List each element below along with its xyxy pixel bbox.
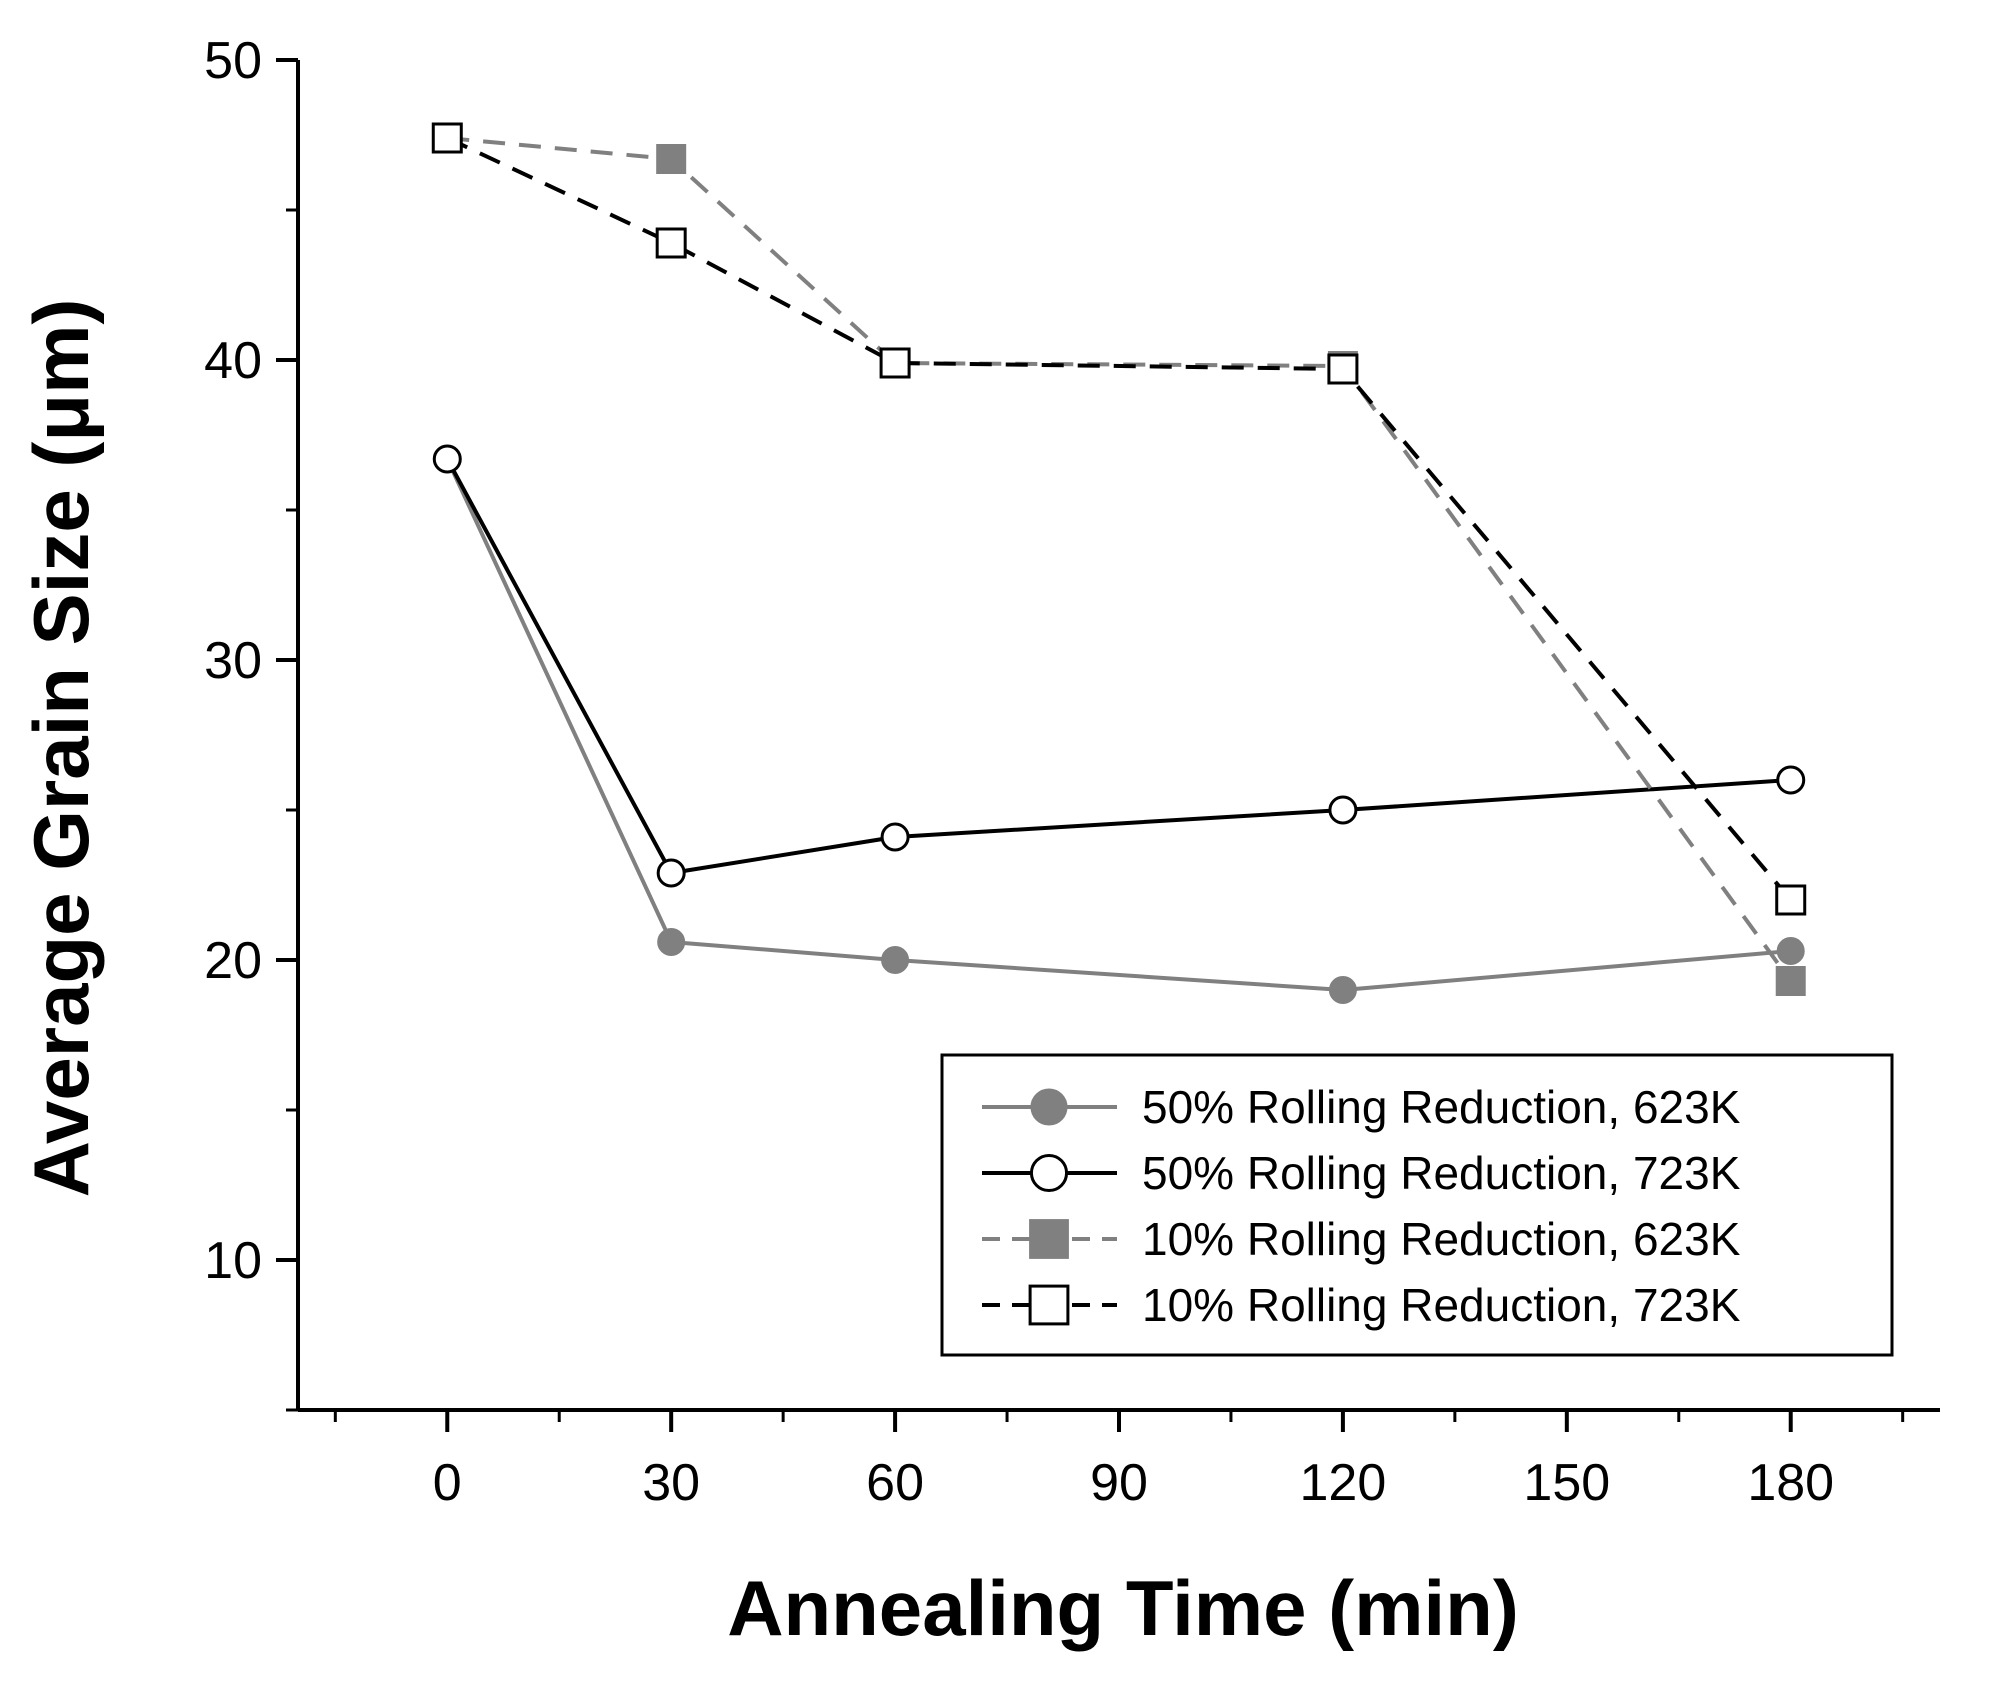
y-tick-label: 10 <box>204 1232 262 1290</box>
legend-marker-50-723k <box>1029 1153 1069 1193</box>
x-tick-label: 30 <box>642 1454 700 1512</box>
series-line-10-723k <box>446 136 1793 902</box>
x-tick-label: 90 <box>1090 1454 1148 1512</box>
axes: 10 20 30 40 50 0 30 60 90 120 150 180 <box>204 32 1940 1512</box>
data-point-10-623k <box>656 144 687 174</box>
data-point-10-723k <box>879 347 911 379</box>
series-layer <box>445 136 1793 992</box>
data-point-50-723k <box>1776 765 1806 795</box>
y-tick-label: 40 <box>204 332 262 390</box>
x-tick-label: 60 <box>866 1454 924 1512</box>
legend-label-50-723k: 50% Rolling Reduction, 723K <box>1142 1147 1741 1199</box>
data-point-50-623k <box>1776 937 1805 965</box>
markers-layer <box>431 122 1807 1004</box>
y-axis-title: Average Grain Size (μm) <box>17 299 105 1198</box>
legend-label-10-623k: 10% Rolling Reduction, 623K <box>1142 1213 1741 1265</box>
legend: 50% Rolling Reduction, 623K 50% Rolling R… <box>940 1053 1894 1357</box>
data-point-50-623k <box>657 928 686 956</box>
series-line-50-723k <box>445 458 1791 875</box>
legend-marker-10-723k <box>1028 1284 1070 1326</box>
x-tick-label: 180 <box>1747 1454 1834 1512</box>
data-point-50-723k <box>656 858 686 888</box>
y-tick-label: 50 <box>204 32 262 90</box>
data-point-50-623k <box>1328 976 1357 1004</box>
data-point-50-623k <box>881 946 910 974</box>
legend-marker-10-623k <box>1029 1219 1069 1259</box>
data-point-10-723k <box>655 227 687 259</box>
legend-label-50-623k: 50% Rolling Reduction, 623K <box>1142 1081 1741 1133</box>
data-point-50-723k <box>432 444 462 474</box>
legend-marker-50-623k <box>1030 1088 1068 1126</box>
series-line-10-623k <box>447 136 1793 983</box>
data-point-50-723k <box>1328 795 1358 825</box>
series-line-50-623k <box>445 458 1791 992</box>
x-tick-label: 120 <box>1300 1454 1387 1512</box>
data-point-10-723k <box>1327 353 1359 385</box>
legend-label-10-723k: 10% Rolling Reduction, 723K <box>1142 1279 1741 1331</box>
x-tick-label: 150 <box>1523 1454 1610 1512</box>
y-tick-label: 20 <box>204 932 262 990</box>
x-tick-label: 0 <box>433 1454 462 1512</box>
y-tick-label: 30 <box>204 632 262 690</box>
data-point-10-723k <box>431 122 463 154</box>
data-point-10-623k <box>1775 966 1806 996</box>
x-axis-title: Annealing Time (min) <box>727 1564 1519 1652</box>
data-point-50-723k <box>880 822 910 852</box>
data-point-10-723k <box>1775 884 1807 916</box>
